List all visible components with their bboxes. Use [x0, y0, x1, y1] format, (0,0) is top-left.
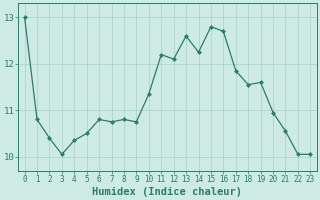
X-axis label: Humidex (Indice chaleur): Humidex (Indice chaleur): [92, 186, 243, 197]
